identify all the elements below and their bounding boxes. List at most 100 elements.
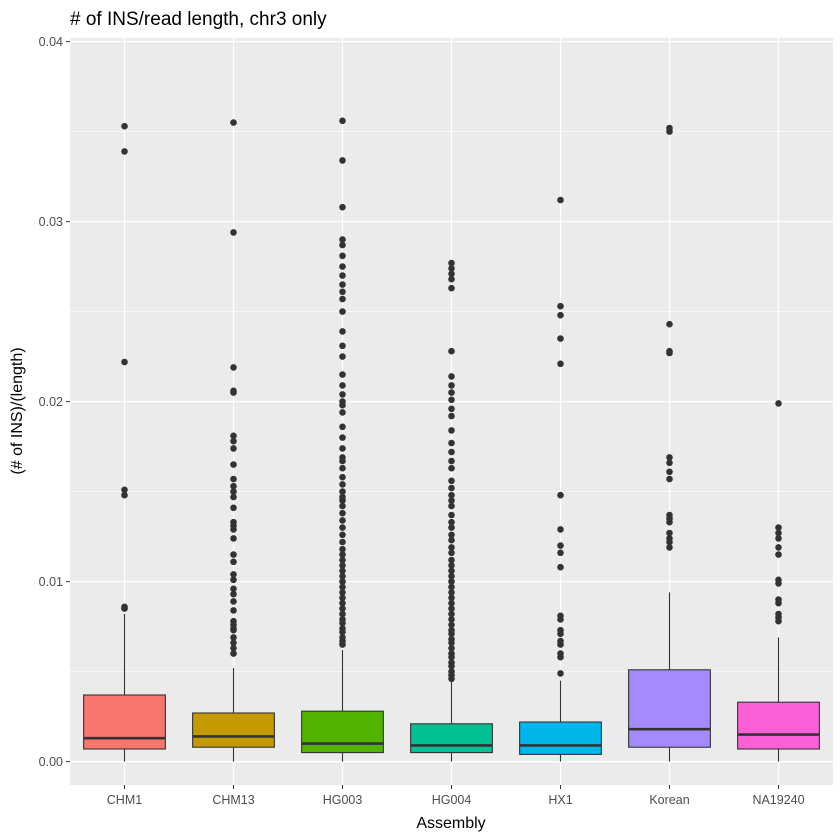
outlier-point (557, 549, 564, 557)
y-tick-label: 0.00 (39, 755, 63, 769)
outlier-point (448, 389, 455, 396)
outlier-point (339, 371, 346, 378)
outlier-point (775, 580, 782, 587)
outlier-point (448, 616, 455, 623)
outlier-point (339, 567, 346, 575)
outlier-point (339, 473, 346, 481)
outlier-point (339, 295, 346, 303)
outlier-point (339, 583, 346, 591)
outlier-point (230, 504, 237, 512)
boxes (83, 592, 820, 762)
outlier-point (339, 641, 346, 648)
outlier-point (666, 349, 673, 357)
outlier-point (557, 335, 564, 342)
outlier-point (448, 396, 455, 404)
box-korean (628, 669, 711, 748)
outlier-point (448, 382, 455, 389)
outlier-point (339, 551, 346, 558)
outlier-point (121, 605, 128, 612)
box-na19240 (737, 701, 820, 750)
outlier-point (557, 311, 564, 319)
outlier-point (339, 272, 346, 279)
outlier-point (230, 585, 237, 593)
outlier-point (557, 616, 564, 623)
y-tick-label: 0.01 (39, 575, 63, 589)
outlier-point (448, 491, 455, 499)
outlier-point (230, 493, 237, 501)
y-tick-label: 0.04 (39, 35, 63, 49)
outlier-point (339, 578, 346, 585)
outlier-point (448, 265, 455, 272)
outlier-point (448, 524, 455, 531)
outlier-point (448, 562, 455, 569)
outlier-point (448, 572, 455, 580)
outlier-point (230, 650, 237, 657)
outlier-point (448, 457, 455, 465)
outlier-point (666, 544, 673, 551)
outlier-point (339, 628, 346, 636)
outlier-point (339, 488, 346, 495)
outlier-point (230, 626, 237, 634)
outlier-point (448, 583, 455, 591)
outlier-point (448, 639, 455, 647)
x-tick-label: HG003 (323, 793, 363, 807)
x-tick-label: NA19240 (752, 793, 804, 807)
outlier-point (339, 342, 346, 350)
outlier-point (339, 556, 346, 564)
outlier-point (339, 594, 346, 602)
outlier-point (448, 497, 455, 504)
outlier-point (121, 491, 128, 499)
outlier-point (775, 544, 782, 551)
outlier-point (339, 502, 346, 510)
y-axis-title: (# of INS)/(length) (9, 347, 26, 474)
outlier-point (557, 491, 564, 499)
outlier-point (230, 571, 237, 578)
box-hg004 (410, 723, 493, 754)
box-chm1 (83, 694, 166, 750)
outlier-point (339, 308, 346, 315)
box-chm13 (192, 712, 275, 748)
outlier-point (448, 544, 455, 551)
outlier-point (448, 464, 455, 472)
outlier-point (775, 599, 782, 607)
outlier-point (339, 382, 346, 389)
outlier-point (775, 535, 782, 542)
outlier-point (666, 538, 673, 546)
outlier-point (775, 617, 782, 625)
outlier-point (230, 576, 237, 584)
outlier-point (230, 558, 237, 566)
outlier-point (230, 551, 237, 558)
outlier-point (339, 263, 346, 270)
outlier-point (230, 639, 237, 647)
outlier-point (557, 641, 564, 648)
outlier-point (448, 511, 455, 519)
outlier-point (339, 445, 346, 452)
box-hx1 (519, 721, 602, 755)
outlier-point (121, 148, 128, 155)
outlier-point (339, 288, 346, 296)
outlier-point (121, 486, 128, 494)
outlier-point (448, 589, 455, 596)
outlier-point (448, 484, 455, 492)
outlier-point (448, 536, 455, 544)
outlier-point (230, 432, 237, 440)
outlier-point (339, 328, 346, 335)
outlier-point (448, 270, 455, 278)
outlier-point (339, 241, 346, 249)
outlier-point (666, 320, 673, 328)
outlier-point (666, 518, 673, 526)
outlier-point (230, 634, 237, 641)
outlier-point (230, 461, 237, 468)
outlier-point (230, 229, 237, 236)
outlier-point (448, 594, 455, 602)
x-axis: CHM1 CHM13 HG003 HG004 HX1 Korean NA19240 (107, 785, 805, 807)
x-axis-title: Assembly (416, 815, 485, 832)
outlier-point (557, 653, 564, 661)
outlier-point (666, 475, 673, 483)
outlier-point (121, 122, 128, 130)
outlier-point (666, 128, 673, 135)
outlier-point (448, 518, 455, 526)
outlier-point (339, 538, 346, 546)
outlier-point (339, 409, 346, 416)
